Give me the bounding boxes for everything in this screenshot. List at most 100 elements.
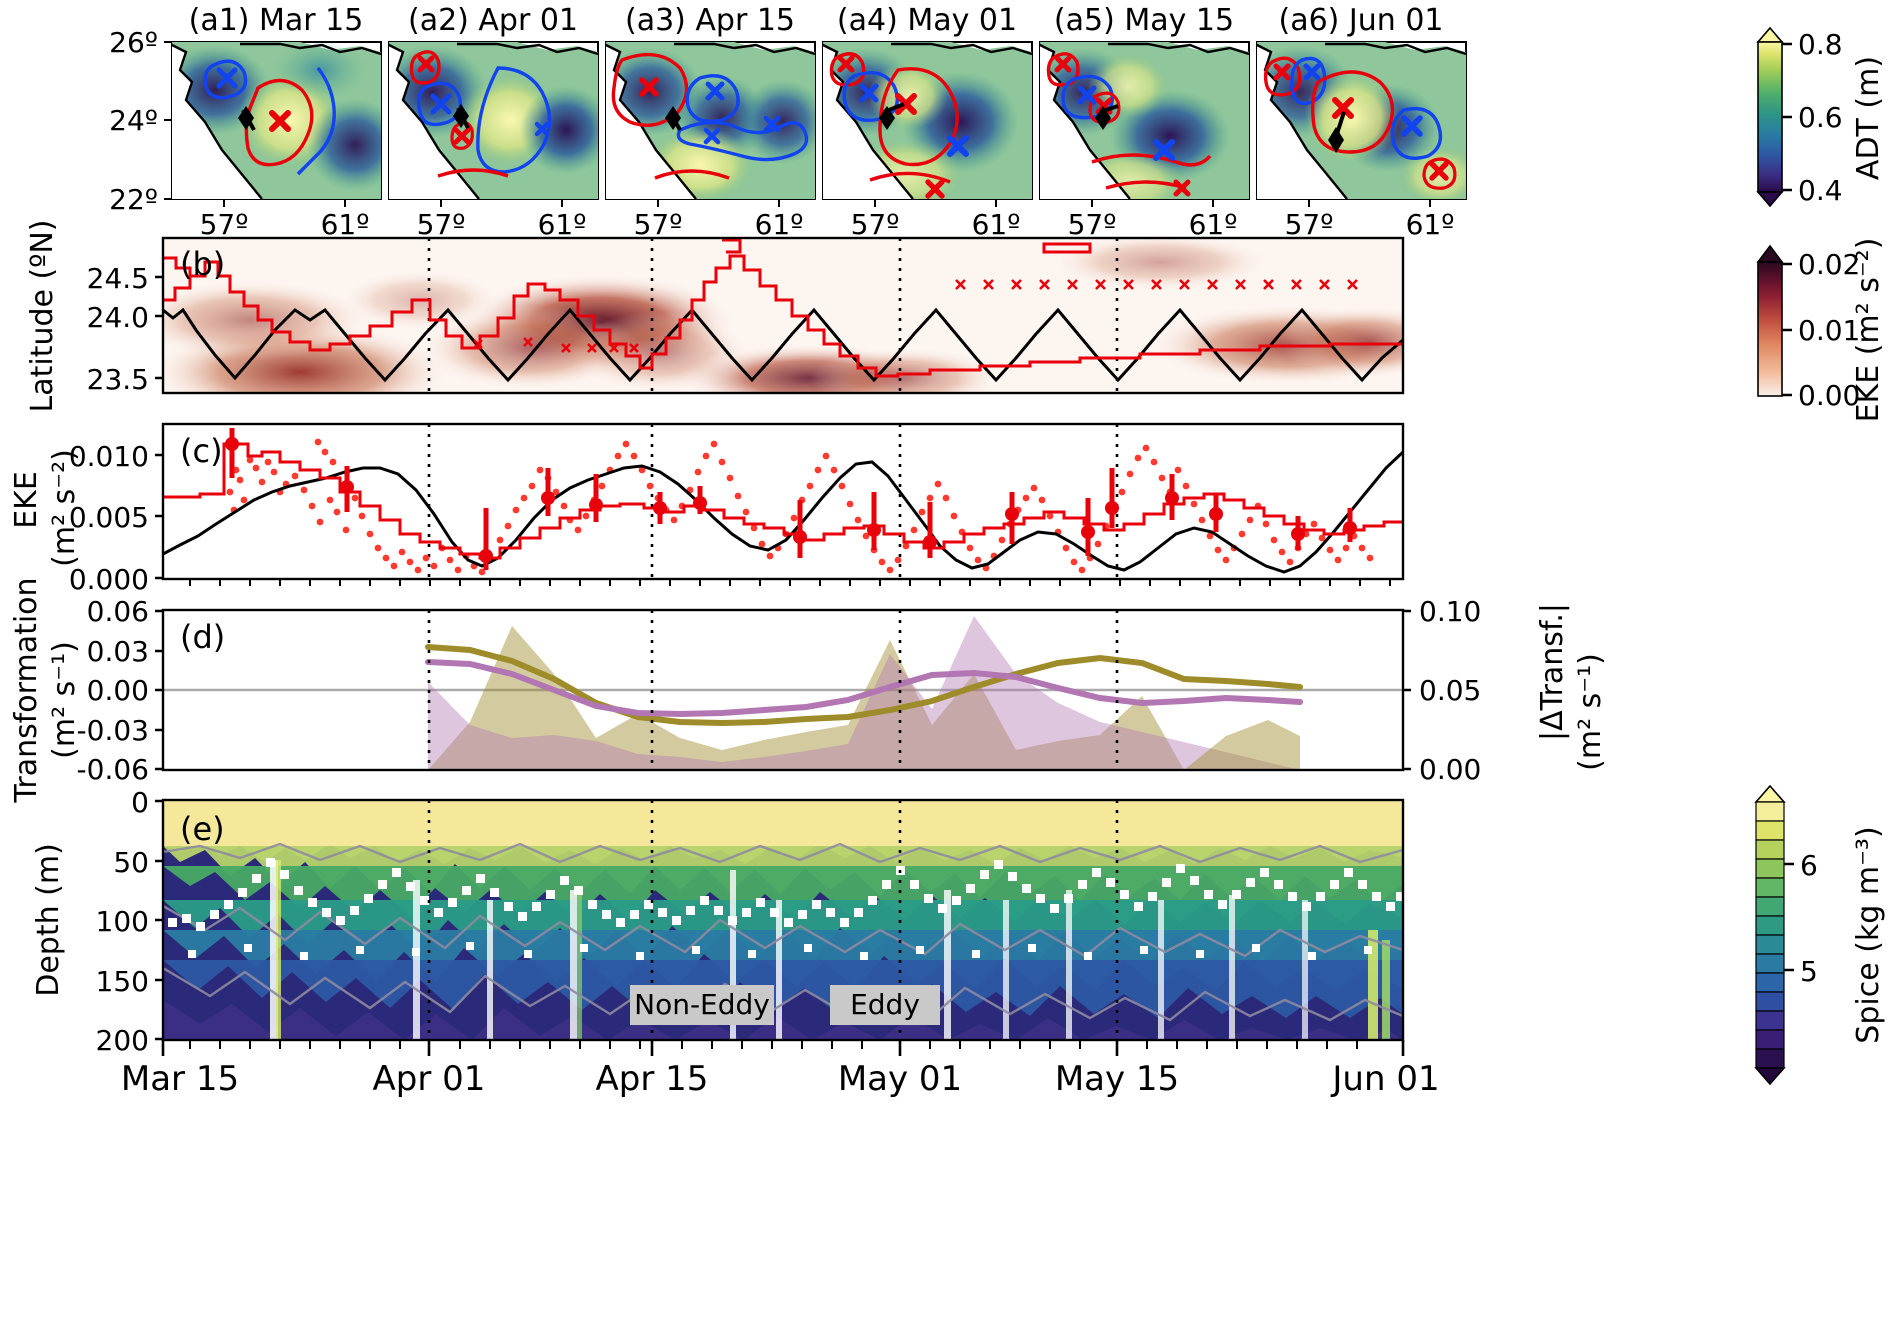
panel-e-id: (e): [180, 810, 225, 848]
spice-colorbar-segments: [1755, 801, 1785, 1069]
d-ytick-r1: 0.05: [1419, 674, 1481, 707]
vline-group-d: [427, 610, 1119, 770]
map-a4[interactable]: (a4) May 01: [814, 3, 1033, 241]
anticyclone-marker-a2-upper: [417, 55, 435, 73]
ytick-24: 24º: [109, 104, 158, 137]
xtick-61-a1: 61º: [321, 208, 370, 241]
c-ytick-2: 0.000: [69, 563, 149, 596]
d-ytick-l4: -0.06: [77, 753, 149, 786]
e-ytick-0: 0: [131, 786, 149, 819]
panel-b-ylabel: Latitude (ºN): [25, 220, 60, 413]
xtick-57-a4: 57º: [851, 208, 900, 241]
xtick-61-a4: 61º: [972, 208, 1021, 241]
colorbar-eke[interactable]: 0.02 0.01 0.00 EKE (m² s⁻²): [1756, 238, 1886, 423]
panel-b[interactable]: (b) 24.5 24.0 23.5 Latitude (ºN): [25, 220, 1460, 421]
cyclone-marker-a5: [1077, 85, 1097, 105]
panel-c-ylabel-bottom: (m² s⁻²): [47, 449, 82, 567]
anticyclone-marker-a6-main: [1332, 97, 1354, 119]
d-ytick-r2: 0.00: [1419, 753, 1481, 786]
xtick-jun-01: Jun 01: [1330, 1059, 1439, 1099]
map-a1[interactable]: (a1) Mar 15: [109, 3, 403, 241]
mooring-marker-a4: [879, 102, 905, 130]
e-ytick-4: 200: [96, 1024, 149, 1057]
b-ytick-1: 24.0: [87, 301, 149, 334]
spice-tick-5: 5: [1800, 955, 1818, 988]
map-title-a4: (a4) May 01: [837, 3, 1017, 38]
anticyclone-marker-a1: [269, 110, 291, 132]
glider-eke-line: [163, 450, 1403, 574]
xtick-61-a3: 61º: [755, 208, 804, 241]
xtick-may-01: May 01: [838, 1059, 962, 1099]
panel-e[interactable]: (e) Non-Eddy Eddy 0 50 100 150 200 Depth…: [31, 786, 1440, 1099]
d-ytick-l2: 0.00: [87, 674, 149, 707]
anticyclone-marker-a6-nw: [1273, 63, 1291, 81]
eke-tick-1: 0.01: [1798, 314, 1860, 347]
mooring-marker-a2: [453, 104, 470, 129]
xtick-57-a1: 57º: [200, 208, 249, 241]
panel-b-yaxis: 24.5 24.0 23.5 Latitude (ºN): [25, 220, 163, 413]
mooring-marker-a6: [1328, 111, 1346, 153]
cyclone-marker-a6-nw: [1303, 63, 1321, 81]
e-ytick-2: 100: [96, 905, 149, 938]
panel-d-ylabel-right-bottom: (m² s⁻¹): [1573, 653, 1608, 771]
eke-tick-0: 0.02: [1798, 248, 1860, 281]
isopycnal-delta-area: [428, 616, 1300, 770]
diapycnal-line: [425, 644, 1303, 727]
anticyclone-marker-a6-se: [1429, 161, 1449, 181]
adt-tick-2: 0.4: [1798, 174, 1843, 207]
map-a2[interactable]: (a2) Apr 01: [377, 3, 612, 241]
xtick-57-a5: 57º: [1068, 208, 1117, 241]
map-a5[interactable]: (a5) May 15: [1031, 3, 1250, 241]
e-ytick-1: 50: [113, 846, 149, 879]
anticyclone-marker-a4-main: [895, 93, 917, 115]
cyclone-marker-a2-east: [534, 121, 550, 137]
map-a4-xticks: 57º 61º: [851, 199, 1021, 241]
panel-d-yaxis-right: 0.10 0.05 0.00 |ΔTransf.| (m² s⁻¹): [1403, 595, 1608, 786]
c-ytick-0: 0.010: [69, 440, 149, 473]
panel-e-ylabel: Depth (m): [31, 843, 66, 997]
xtick-may-15: May 15: [1055, 1059, 1179, 1099]
panel-c-id: (c): [180, 432, 223, 470]
panel-d-yaxis-left: 0.06 0.03 0.00 -0.03 -0.06 Transformatio…: [9, 577, 163, 804]
ytick-22: 22º: [109, 183, 158, 216]
diapycnal-delta-area: [428, 626, 1184, 770]
d-ytick-l3: -0.03: [77, 714, 149, 747]
annotation-eddy: Eddy: [830, 985, 940, 1025]
anticyclone-marker-a5-south: [1173, 179, 1191, 197]
panel-c[interactable]: (c) 0.010 0.005 0.000 EKE (m² s⁻²): [9, 422, 1405, 596]
map-a6[interactable]: (a6) Jun 01: [1246, 3, 1480, 241]
cyclone-marker-a6-east: [1401, 115, 1423, 137]
map-a1-yticks: 26º 24º 22º: [109, 26, 172, 216]
eke-tick-2: 0.00: [1798, 379, 1860, 412]
map-a5-xticks: 57º 61º: [1068, 199, 1238, 241]
anticyclone-marker-a2-lower: [453, 127, 471, 145]
glider-latitude-track: [163, 307, 1403, 383]
xtick-61-a5: 61º: [1189, 208, 1238, 241]
spice-filaments: [270, 860, 1390, 1040]
xtick-61-a6: 61º: [1406, 208, 1455, 241]
map-a1-xticks: 57º 61º: [200, 199, 370, 241]
map-a2-xticks: 57º 61º: [417, 199, 587, 241]
isopycnal-contours: [163, 842, 1403, 1022]
panel-c-yaxis: 0.010 0.005 0.000 EKE (m² s⁻²): [9, 440, 163, 596]
colorbar-adt[interactable]: 0.8 0.6 0.4 ADT (m): [1756, 26, 1886, 208]
spice-tick-6: 6: [1800, 849, 1818, 882]
map-title-a6: (a6) Jun 01: [1279, 3, 1444, 38]
panel-a-maps: (a1) Mar 15: [109, 3, 1480, 241]
e-ytick-3: 150: [96, 965, 149, 998]
mixed-layer-depth-dots: [168, 858, 1403, 960]
d-ytick-r0: 0.10: [1419, 595, 1481, 628]
eke-errorbars: [225, 428, 1357, 570]
panel-b-id: (b): [180, 245, 225, 283]
spice-colorbar-label: Spice (kg m⁻³): [1851, 826, 1886, 1043]
panel-d-ylabel-left-bottom: (m² s⁻¹): [47, 641, 82, 759]
map-title-a5: (a5) May 15: [1054, 3, 1234, 38]
cyclone-marker-a3-east: [763, 115, 781, 133]
panel-e-yaxis: 0 50 100 150 200 Depth (m): [31, 786, 163, 1057]
map-a6-xticks: 57º 61º: [1285, 199, 1455, 241]
colorbar-spice[interactable]: 6 5 Spice (kg m⁻³): [1754, 784, 1886, 1086]
xtick-61-a2: 61º: [538, 208, 587, 241]
map-a3[interactable]: (a3) Apr 15: [598, 3, 827, 241]
